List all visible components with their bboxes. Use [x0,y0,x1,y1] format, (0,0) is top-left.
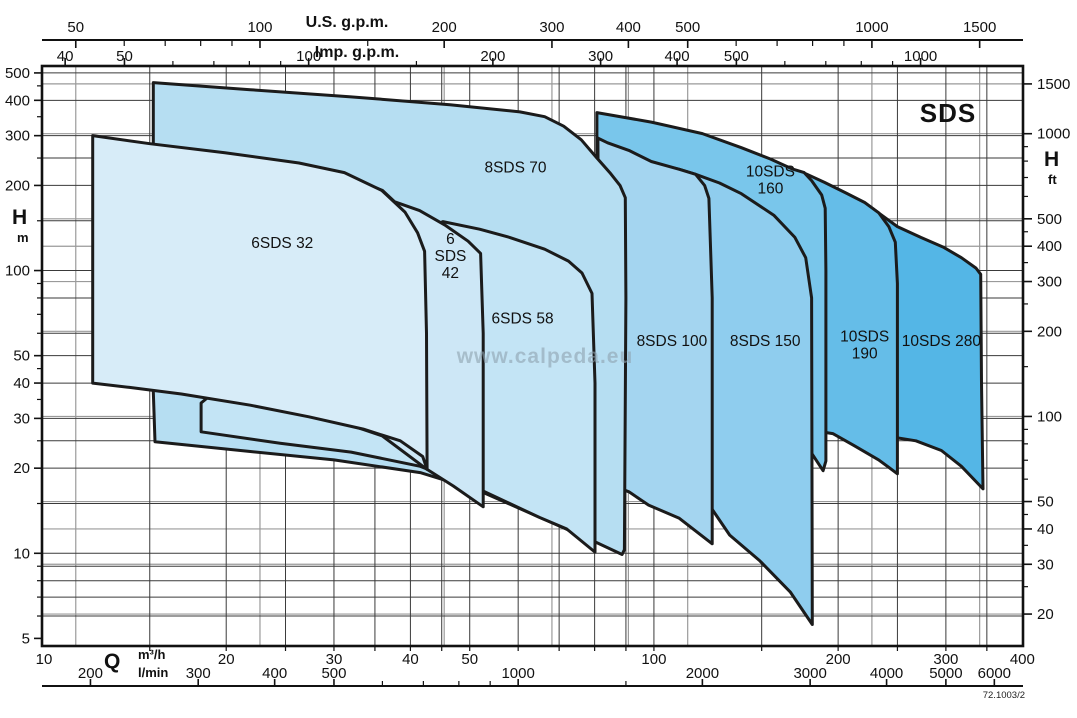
q-lmin-tick-label: 6000 [978,665,1011,682]
q-m3h-tick-label: 10 [36,651,53,668]
envelope-6sds-32 [91,134,429,471]
us-gpm-axis-title: U.S. g.p.m. [305,14,389,31]
reference-code: 72.1003/2 [982,690,1025,701]
envelope-labels: 10SDS 280 10SDS 190 10SDS 160 8SDS 150 8SDS 10… [251,160,981,363]
h-m-tick-label: 50 [13,348,30,365]
h-ft-tick-label: 40 [1037,521,1054,538]
us-gpm-tick-label: 200 [432,19,457,36]
envelope-label-6sds-32: 6SDS 32 [251,235,313,252]
h-m-tick-label: 500 [5,65,30,82]
q-m3h-tick-label: 100 [641,651,666,668]
us-gpm-tick-label: 400 [616,19,641,36]
us-gpm-tick-label: 1500 [963,19,996,36]
q-lmin-tick-label: 5000 [929,665,962,682]
flow-axis-unit-lmin: l/min [138,665,169,680]
envelope-label-8sds-150: 8SDS 150 [730,333,801,350]
envelope-label-6sds-58: 6SDS 58 [492,310,554,327]
h-m-tick-label: 100 [5,263,30,280]
us-gpm-tick-label: 100 [247,19,272,36]
flow-axis-label: Q [104,650,121,673]
h-ft-tick-label: 1500 [1037,76,1070,93]
h-ft-tick-label: 500 [1037,211,1062,228]
imp-gpm-tick-label: 200 [480,48,505,65]
head-axis-unit-right: ft [1048,172,1057,187]
head-axis-unit-left: m [17,230,29,245]
q-m3h-tick-label: 30 [326,651,343,668]
q-lmin-tick-label: 2000 [686,665,719,682]
envelope-label-10sds-280: 10SDS 280 [902,333,982,350]
q-lmin-tick-label: 300 [186,665,211,682]
imp-gpm-tick-label: 400 [665,48,690,65]
h-m-tick-label: 40 [13,375,30,392]
h-ft-tick-label: 50 [1037,494,1054,511]
head-axis-label-left: H [12,206,28,229]
h-ft-tick-label: 200 [1037,323,1062,340]
envelope-label-8sds-100: 8SDS 100 [637,333,708,350]
q-m3h-tick-label: 200 [826,651,851,668]
h-m-tick-label: 10 [13,545,30,562]
imp-gpm-tick-label: 300 [588,48,613,65]
imp-gpm-tick-label: 1000 [904,48,937,65]
imp-gpm-tick-label: 50 [116,48,133,65]
h-m-tick-label: 30 [13,410,30,427]
q-m3h-tick-label: 40 [402,651,419,668]
h-ft-tick-label: 100 [1037,408,1062,425]
h-ft-tick-label: 400 [1037,238,1062,255]
q-lmin-tick-label: 400 [262,665,287,682]
imp-gpm-tick-label: 100 [296,48,321,65]
q-lmin-tick-label: 500 [321,665,346,682]
envelope-label-10sds-190: 10SDS 190 [840,329,889,363]
envelope-label-8sds-70: 8SDS 70 [484,160,546,177]
head-axis-label-right: H [1044,148,1060,171]
h-m-tick-label: 20 [13,460,30,477]
h-ft-tick-label: 1000 [1037,126,1070,143]
q-lmin-tick-label: 200 [78,665,103,682]
h-m-tick-label: 400 [5,92,30,109]
h-ft-tick-label: 300 [1037,274,1062,291]
q-lmin-tick-label: 4000 [870,665,903,682]
q-lmin-tick-label: 1000 [501,665,534,682]
q-m3h-tick-label: 50 [461,651,478,668]
series-title: SDS [919,98,977,128]
q-m3h-tick-label: 400 [1010,651,1035,668]
imp-gpm-axis-title: Imp. g.p.m. [314,44,400,61]
flow-axis-unit-m3h: m³/h [138,647,166,662]
h-ft-tick-label: 20 [1037,606,1054,623]
us-gpm-tick-label: 300 [539,19,564,36]
us-gpm-tick-label: 50 [67,19,84,36]
imp-gpm-tick-label: 500 [724,48,749,65]
h-m-tick-label: 5 [22,630,30,647]
envelope-label-10sds-160: 10SDS 160 [746,164,795,198]
watermark: www.calpeda.eu [456,345,634,368]
us-gpm-tick-label: 500 [675,19,700,36]
h-m-tick-label: 200 [5,177,30,194]
q-m3h-tick-label: 20 [218,651,235,668]
q-lmin-tick-label: 3000 [793,665,826,682]
pump-envelopes [91,81,985,626]
us-gpm-tick-label: 1000 [855,19,888,36]
h-ft-tick-label: 30 [1037,556,1054,573]
h-m-tick-label: 300 [5,128,30,145]
imp-gpm-tick-label: 40 [57,48,74,65]
envelope-label-6sds-42: 6 SDS 42 [434,231,466,282]
q-m3h-tick-label: 300 [933,651,958,668]
